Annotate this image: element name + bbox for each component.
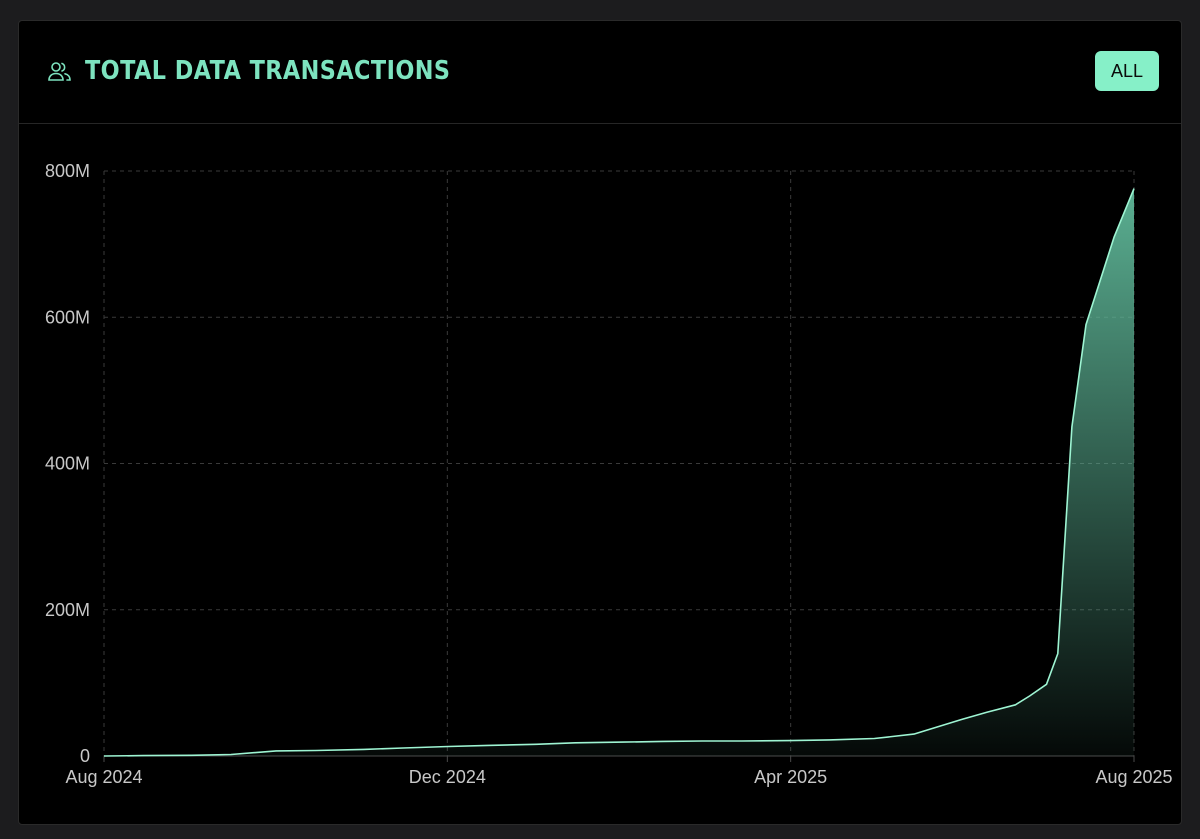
users-icon xyxy=(47,59,73,85)
x-axis: Aug 2024 Dec 2024 Apr 2025 Aug 2025 xyxy=(65,767,1172,787)
x-tick-label: Apr 2025 xyxy=(754,767,827,787)
series-line xyxy=(103,188,1135,757)
y-tick-label: 0 xyxy=(80,746,90,766)
x-tick-label: Aug 2024 xyxy=(65,767,142,787)
series-fill xyxy=(104,188,1134,757)
chart-title: TOTAL DATA TRANSACTIONS xyxy=(85,56,451,86)
series-area xyxy=(103,188,1135,757)
x-tick-label: Dec 2024 xyxy=(409,767,486,787)
y-tick-label: 600M xyxy=(45,307,90,327)
chart-card: TOTAL DATA TRANSACTIONS ALL xyxy=(18,20,1182,825)
y-axis: 0 200M 400M 600M 800M xyxy=(45,161,90,766)
y-tick-label: 200M xyxy=(45,600,90,620)
y-tick-label: 400M xyxy=(45,454,90,474)
x-tick-label: Aug 2025 xyxy=(1095,767,1172,787)
range-all-button[interactable]: ALL xyxy=(1095,51,1159,91)
grid xyxy=(103,170,1135,762)
card-header: TOTAL DATA TRANSACTIONS ALL xyxy=(19,21,1181,124)
y-tick-label: 800M xyxy=(45,161,90,181)
